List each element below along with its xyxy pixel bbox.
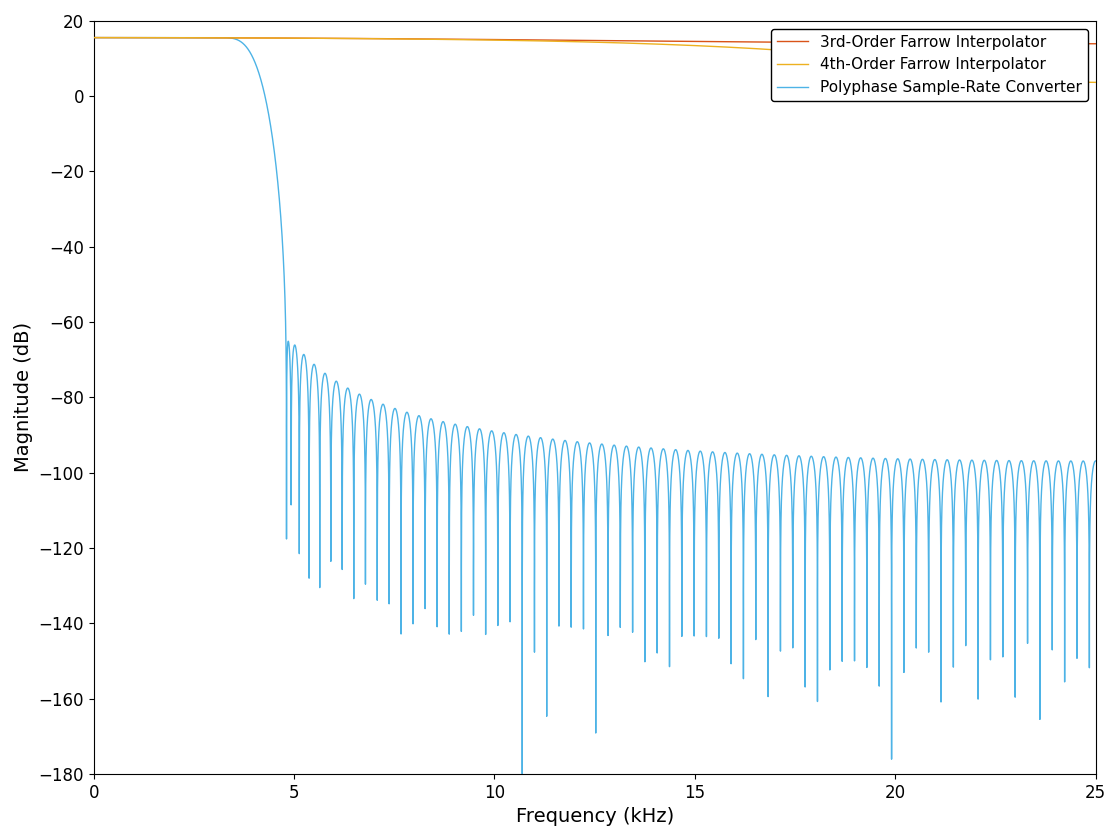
Polyphase Sample-Rate Converter: [213, 33, 226, 43]
Polyphase Sample-Rate Converter: [87, 33, 101, 43]
3rd-Order Farrow Interpolator: [1089, 39, 1102, 49]
X-axis label: Frequency (kHz): Frequency (kHz): [515, 807, 674, 826]
4th-Order Farrow Interpolator: [1019, 72, 1033, 82]
Polyphase Sample-Rate Converter: [1019, 484, 1033, 494]
3rd-Order Farrow Interpolator: [1086, 39, 1100, 49]
Y-axis label: Magnitude (dB): Magnitude (dB): [13, 323, 32, 472]
Legend: 3rd-Order Farrow Interpolator, 4th-Order Farrow Interpolator, Polyphase Sample-R: 3rd-Order Farrow Interpolator, 4th-Order…: [771, 29, 1088, 101]
4th-Order Farrow Interpolator: [590, 37, 604, 47]
Line: Polyphase Sample-Rate Converter: Polyphase Sample-Rate Converter: [94, 38, 1095, 774]
Polyphase Sample-Rate Converter: [479, 550, 493, 560]
3rd-Order Farrow Interpolator: [479, 34, 493, 45]
3rd-Order Farrow Interpolator: [144, 33, 158, 43]
Polyphase Sample-Rate Converter: [590, 465, 604, 475]
4th-Order Farrow Interpolator: [821, 49, 834, 59]
4th-Order Farrow Interpolator: [479, 35, 493, 45]
Polyphase Sample-Rate Converter: [1089, 456, 1102, 466]
Polyphase Sample-Rate Converter: [821, 481, 834, 491]
4th-Order Farrow Interpolator: [144, 33, 158, 43]
3rd-Order Farrow Interpolator: [821, 38, 834, 48]
4th-Order Farrow Interpolator: [1086, 77, 1100, 87]
3rd-Order Farrow Interpolator: [590, 35, 604, 45]
3rd-Order Farrow Interpolator: [87, 33, 101, 43]
4th-Order Farrow Interpolator: [1089, 77, 1102, 87]
Polyphase Sample-Rate Converter: [144, 33, 158, 43]
Polyphase Sample-Rate Converter: [515, 769, 529, 779]
Line: 3rd-Order Farrow Interpolator: 3rd-Order Farrow Interpolator: [94, 38, 1095, 44]
Line: 4th-Order Farrow Interpolator: 4th-Order Farrow Interpolator: [94, 38, 1095, 82]
Polyphase Sample-Rate Converter: [1086, 460, 1100, 470]
3rd-Order Farrow Interpolator: [1019, 39, 1033, 49]
4th-Order Farrow Interpolator: [87, 33, 101, 43]
